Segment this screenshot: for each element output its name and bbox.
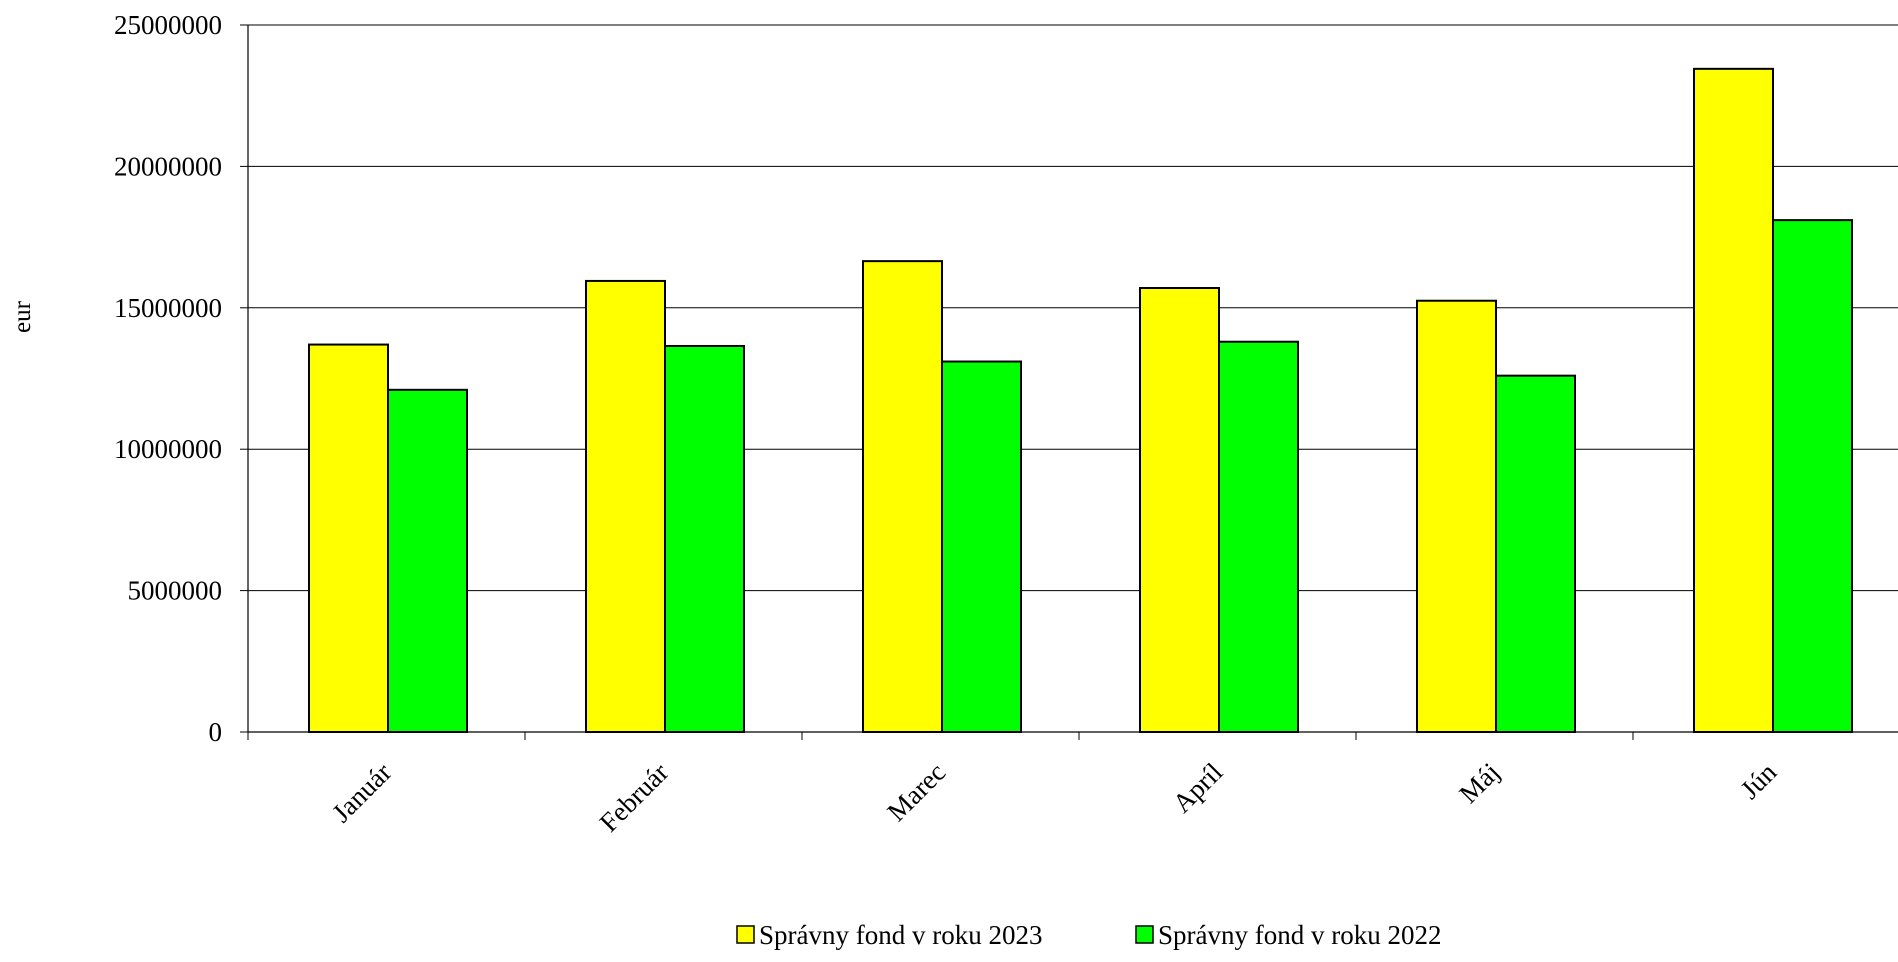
bar-series-2023-0 (308, 343, 389, 733)
x-axis-ticks: Január Február Marec Apríl Máj Jún (247, 732, 1783, 838)
y-tick-label: 10000000 (114, 434, 222, 464)
x-tick-label: Apríl (1167, 757, 1229, 819)
x-tick-label: Január (326, 757, 397, 828)
bar-series-2023-4 (1416, 299, 1497, 733)
x-tick-label: Máj (1453, 757, 1505, 809)
bar-series-2023-5 (1693, 67, 1774, 734)
legend: Správny fond v roku 2023 Správny fond v r… (736, 920, 1441, 950)
y-tick-label: 20000000 (114, 151, 222, 181)
y-tick-label: 0 (209, 717, 223, 747)
bar-series-2022-1 (664, 344, 745, 733)
bar-series-2023-1 (585, 279, 666, 733)
y-axis-label: eur (9, 300, 36, 333)
bar-series-2022-5 (1772, 219, 1853, 734)
legend-label: Správny fond v roku 2022 (1158, 920, 1441, 950)
bar-series-2022-4 (1495, 374, 1576, 733)
bar-series-2023-2 (862, 260, 943, 733)
bar-series-2022-3 (1218, 340, 1299, 733)
x-tick-label: Február (594, 757, 675, 838)
axes (247, 25, 1898, 733)
legend-label: Správny fond v roku 2023 (759, 920, 1042, 950)
bars (308, 67, 1853, 734)
bar-series-2023-3 (1139, 287, 1220, 733)
x-tick-label: Jún (1735, 757, 1783, 805)
gridlines (248, 24, 1898, 592)
y-tick-label: 25000000 (114, 10, 222, 40)
bar-series-2022-2 (941, 360, 1022, 733)
bar-series-2022-0 (387, 388, 468, 733)
legend-swatch (1135, 925, 1154, 944)
y-tick-label: 15000000 (114, 293, 222, 323)
x-tick-label: Marec (881, 757, 951, 827)
y-axis-ticks: 0 5000000 10000000 15000000 20000000 25000000 (114, 10, 248, 747)
y-tick-label: 5000000 (128, 576, 223, 606)
legend-swatch (736, 925, 755, 944)
